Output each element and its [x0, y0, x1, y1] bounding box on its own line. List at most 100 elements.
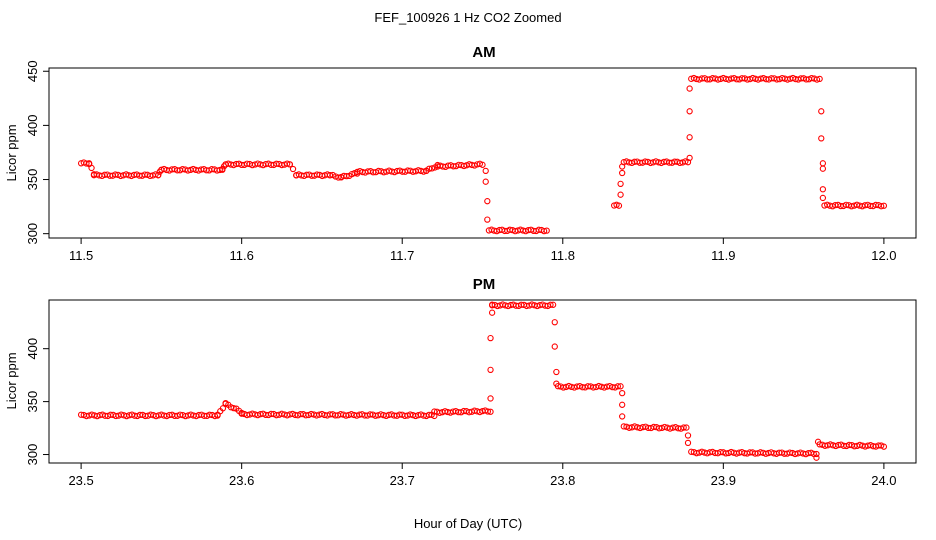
panel-pm-title: PM	[473, 276, 496, 293]
data-point	[551, 319, 558, 326]
data-point	[343, 172, 350, 180]
data-point	[487, 334, 494, 342]
data-point	[853, 201, 861, 208]
data-point	[813, 450, 820, 458]
data-point	[482, 178, 489, 185]
data-point	[819, 165, 827, 172]
panel-pm-plot-frame	[48, 299, 917, 464]
panel-am-x-tick-label: 11.9	[711, 248, 735, 263]
data-point	[436, 409, 443, 416]
data-point	[686, 134, 693, 141]
data-point	[819, 186, 827, 193]
data-point	[848, 203, 855, 210]
data-point	[824, 201, 831, 208]
data-point	[813, 76, 821, 83]
data-point	[620, 423, 627, 430]
data-point	[549, 301, 557, 308]
data-point	[289, 165, 297, 173]
data-point	[617, 383, 624, 390]
data-point	[619, 413, 626, 420]
data-point	[631, 423, 638, 430]
data-point	[425, 165, 433, 172]
data-point	[479, 161, 486, 168]
panel-pm-y-tick-label: 350	[25, 391, 40, 413]
data-point	[487, 408, 494, 415]
data-point	[85, 160, 93, 167]
data-point	[856, 441, 863, 449]
panel-am-y-tick-label: 350	[25, 169, 40, 191]
panel-am-y-tick-label: 400	[25, 115, 40, 137]
data-point	[819, 194, 827, 202]
data-point	[619, 389, 626, 397]
data-point	[219, 166, 226, 173]
data-point	[686, 154, 693, 162]
data-point	[661, 423, 668, 431]
data-point	[615, 202, 623, 209]
data-point	[682, 158, 689, 165]
data-point	[286, 161, 293, 168]
data-point	[547, 301, 554, 308]
panel-pm-x-tick-label: 23.9	[711, 473, 736, 488]
panel-pm-series	[77, 301, 888, 461]
panel-am-y-axis-label: Licor ppm	[4, 124, 19, 181]
data-point	[619, 401, 626, 408]
data-point	[827, 441, 834, 448]
data-point	[83, 160, 90, 167]
data-point	[590, 384, 597, 391]
data-point	[813, 454, 820, 461]
panel-am-y-tick-label: 450	[25, 60, 40, 82]
panel-am-title: AM	[472, 44, 495, 61]
data-point	[540, 227, 548, 235]
panel-am-x-tick-label: 11.5	[69, 248, 93, 263]
data-point	[626, 424, 633, 431]
panel-am-x-tick-label: 11.8	[551, 248, 575, 263]
panel-pm-x-tick-label: 24.0	[871, 473, 896, 488]
data-point	[484, 408, 491, 415]
data-point	[686, 108, 693, 115]
panel-am-plot-frame	[48, 67, 917, 239]
data-point	[484, 198, 491, 205]
panel-pm-x-tick-label: 23.6	[229, 473, 254, 488]
panel-pm-y-tick-label: 300	[25, 444, 40, 466]
data-point	[601, 384, 608, 391]
data-point	[560, 384, 567, 391]
data-point	[551, 343, 558, 350]
data-point	[482, 167, 489, 175]
data-point	[488, 302, 496, 309]
data-point	[814, 438, 822, 445]
panel-pm-y-axis: 300 350 400	[25, 338, 49, 466]
data-point	[595, 382, 602, 390]
data-point	[553, 380, 560, 387]
data-point	[488, 309, 496, 316]
data-point	[878, 203, 885, 210]
panel-pm-x-tick-label: 23.8	[550, 473, 575, 488]
data-point	[666, 425, 674, 432]
data-point	[686, 85, 693, 92]
data-point	[819, 160, 827, 167]
data-point	[155, 172, 162, 179]
data-point	[476, 408, 483, 416]
panel-am-y-axis: 300 350 400 450	[25, 60, 49, 245]
data-point	[818, 135, 825, 142]
data-point	[680, 424, 687, 431]
data-point	[684, 439, 692, 447]
data-point	[543, 227, 550, 234]
data-point	[617, 180, 624, 188]
data-point	[460, 162, 468, 170]
panel-pm-y-tick-label: 400	[25, 338, 40, 360]
data-point	[230, 404, 237, 412]
panel-am: AM Licor ppm 11.5 11.6 11.7 11.8 11.9 12.0 30…	[4, 44, 917, 263]
panel-pm: PM Licor ppm 23.5 23.6 23.7 23.8 23.9 24.0 30…	[4, 276, 917, 488]
panel-am-series	[77, 74, 888, 235]
panel-am-x-tick-label: 12.0	[871, 248, 896, 263]
data-point	[428, 165, 436, 172]
panel-pm-x-tick-label: 23.5	[68, 473, 93, 488]
data-point	[684, 432, 692, 439]
panel-pm-y-axis-label: Licor ppm	[4, 352, 19, 409]
data-point	[487, 395, 494, 402]
data-point	[565, 382, 572, 390]
figure-x-axis-label: Hour of Day (UTC)	[414, 516, 522, 531]
data-point	[284, 160, 291, 167]
data-point	[880, 202, 888, 209]
